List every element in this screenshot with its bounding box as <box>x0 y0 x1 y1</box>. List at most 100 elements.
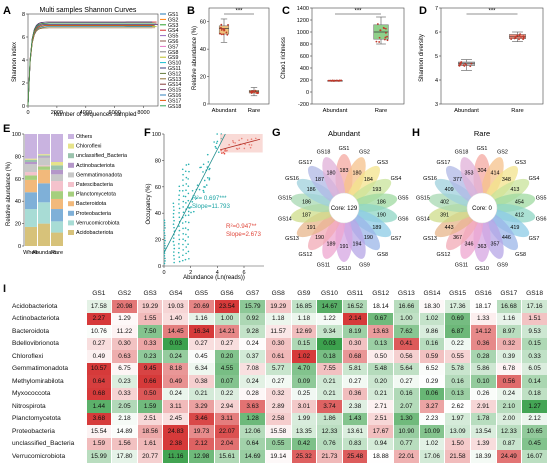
panel-c-point <box>378 36 381 39</box>
heatmap-cell: 1.27 <box>521 400 548 413</box>
panel-f-point-rare <box>178 247 180 250</box>
heatmap-row-label: Actinobacteriota <box>10 312 87 325</box>
panel-a-xlabel: Number of sequences sampled <box>53 112 136 118</box>
panel-f-point-rare <box>187 228 189 231</box>
panel-f-point-rare <box>216 140 219 143</box>
panel-f-point-rare <box>182 238 184 240</box>
heatmap-cell: 0.22 <box>214 387 241 400</box>
panel-c-label: C <box>282 5 290 17</box>
heatmap-cell: 1.00 <box>393 312 420 325</box>
panel-g-core-label: Core: 129 <box>331 206 358 212</box>
heatmap-cell: 12.06 <box>239 425 266 438</box>
panel-f-point-rare <box>178 198 180 201</box>
heatmap-cell: 12.69 <box>291 325 318 338</box>
heatmap-cell: 0.83 <box>342 437 369 450</box>
heatmap-cell: 2.58 <box>265 412 292 425</box>
heatmap-cell: 4.70 <box>291 362 318 375</box>
panel-h-petal-value: 454 <box>515 199 524 205</box>
heatmap-cell: 0.63 <box>111 350 138 363</box>
panel-f-point-rare <box>185 183 188 185</box>
panel-e-legend-swatch <box>68 182 74 187</box>
panel-f-point-rare <box>164 260 166 262</box>
heatmap-row: Acidobacteriota 17.58 20.98 19.29 19.03 20.69… <box>10 300 548 313</box>
panel-a-xtick-label: 2000 <box>51 110 63 116</box>
panel-h-petal-sample-label: GS8 <box>515 252 526 258</box>
panel-e-bar-segment <box>25 226 37 246</box>
heatmap-cell: 6.87 <box>444 325 471 338</box>
panel-f-point-rare <box>181 189 184 192</box>
heatmap-cell: 2.12 <box>188 437 215 450</box>
panel-e-legend-item: Planctomycetota <box>76 192 116 198</box>
panel-f-point-rare <box>202 163 205 166</box>
panel-e-legend-item: Gemmatimonadota <box>76 172 122 178</box>
panel-a-legend-gs18: GS18 <box>168 104 181 110</box>
panel-f-point-rare <box>173 251 175 253</box>
panel-f-ytick-label: 100 <box>152 132 161 138</box>
heatmap-cell: 11.57 <box>265 325 292 338</box>
panel-e-bar-segment <box>51 169 63 175</box>
heatmap-cell: 7.08 <box>239 362 266 375</box>
heatmap-cell: 6.78 <box>496 362 523 375</box>
panel-e-bar-segment <box>38 183 50 203</box>
heatmap-cell: 0.21 <box>188 387 215 400</box>
panel-g-petal-sample-label: GS7 <box>391 236 402 242</box>
heatmap-cell: 0.07 <box>214 375 241 388</box>
panel-d-point <box>510 38 513 40</box>
panel-f-stat-slope-left: Slope=11.793 <box>192 203 230 210</box>
panel-f-point-rare <box>163 242 166 244</box>
panel-g-petal-sample-label: GS3 <box>377 160 388 166</box>
heatmap-cell: 0.68 <box>342 350 369 363</box>
heatmap-cell: 0.21 <box>316 375 343 388</box>
panel-f-fit-band <box>220 134 263 153</box>
panel-f-point-rare <box>190 206 192 208</box>
panel-c-axes <box>311 7 405 105</box>
panel-f-point-rare <box>163 229 165 232</box>
heatmap-cell: 0.15 <box>521 337 548 350</box>
heatmap-cell: 0.23 <box>137 350 164 363</box>
panel-e-ylabel: Relative abundance (%) <box>6 162 12 226</box>
heatmap-cell: 0.33 <box>521 350 548 363</box>
heatmap-column-header: GS16 <box>474 290 492 297</box>
panel-g-petal-value: 180 <box>327 170 336 176</box>
heatmap-cell: 0.87 <box>496 437 523 450</box>
panel-f-point-rare <box>209 167 211 170</box>
panel-g-petal-gs2 <box>342 157 366 203</box>
panel-f-point-rare <box>198 188 201 191</box>
panel-d-sig-label: *** <box>488 9 496 15</box>
heatmap-column-header: GS3 <box>143 290 157 297</box>
panel-h-petal-sample-label: GS12 <box>437 252 451 258</box>
panel-d-point <box>459 63 462 66</box>
panel-b-point <box>220 29 223 31</box>
panel-b-point <box>220 27 222 29</box>
heatmap-column-header: GS18 <box>526 290 543 297</box>
heatmap-cell: 2.45 <box>162 412 189 425</box>
panel-e-bar-segment <box>51 134 63 162</box>
panel-e-legend-swatch <box>68 230 74 235</box>
panel-g-petal-sample-label: GS16 <box>285 176 299 182</box>
panel-f-point-rare <box>187 185 190 187</box>
heatmap-cell: 15.79 <box>239 300 266 313</box>
panel-g-petal-value: 186 <box>302 199 311 205</box>
heatmap-cell: 13.09 <box>444 425 471 438</box>
panel-f-point-rare <box>178 207 181 210</box>
panel-h-petal-sample-label: GS16 <box>423 176 437 182</box>
panel-h-petal-value: 409 <box>445 187 454 193</box>
panel-e-legend-swatch <box>68 201 74 207</box>
heatmap-row: Proteobacteria 15.54 14.89 18.56 24.83 19.73 2… <box>10 425 548 438</box>
panel-a-ytick-label: 0 <box>22 104 25 110</box>
heatmap-cell: 1.33 <box>470 312 497 325</box>
panel-e-legend-swatch <box>68 134 74 139</box>
heatmap-cell: 0.76 <box>316 437 343 450</box>
panel-e-xtick-label: Rare <box>51 250 63 256</box>
panel-g-petal-sample-label: GS15 <box>278 196 292 202</box>
panel-f-point-rare <box>164 227 166 229</box>
panel-d-ylabel: Shannon diversity <box>419 34 425 82</box>
panel-f-stat-r2-left: R²= 0.697*** <box>192 195 227 202</box>
panel-a-curve-gs12 <box>27 25 154 107</box>
heatmap-cell: 9.34 <box>316 325 343 338</box>
panel-e-ytick-label: 20 <box>15 222 21 228</box>
panel-b-boxes: 0 20 40 60 Abundant Rare *** <box>200 7 270 114</box>
panel-d-boxplot: D Shannon diversity 3 4 5 6 7 Abundant Rare *** <box>419 5 544 114</box>
panel-f-point-rare <box>181 259 184 262</box>
heatmap-cell: 0.27 <box>214 337 241 350</box>
